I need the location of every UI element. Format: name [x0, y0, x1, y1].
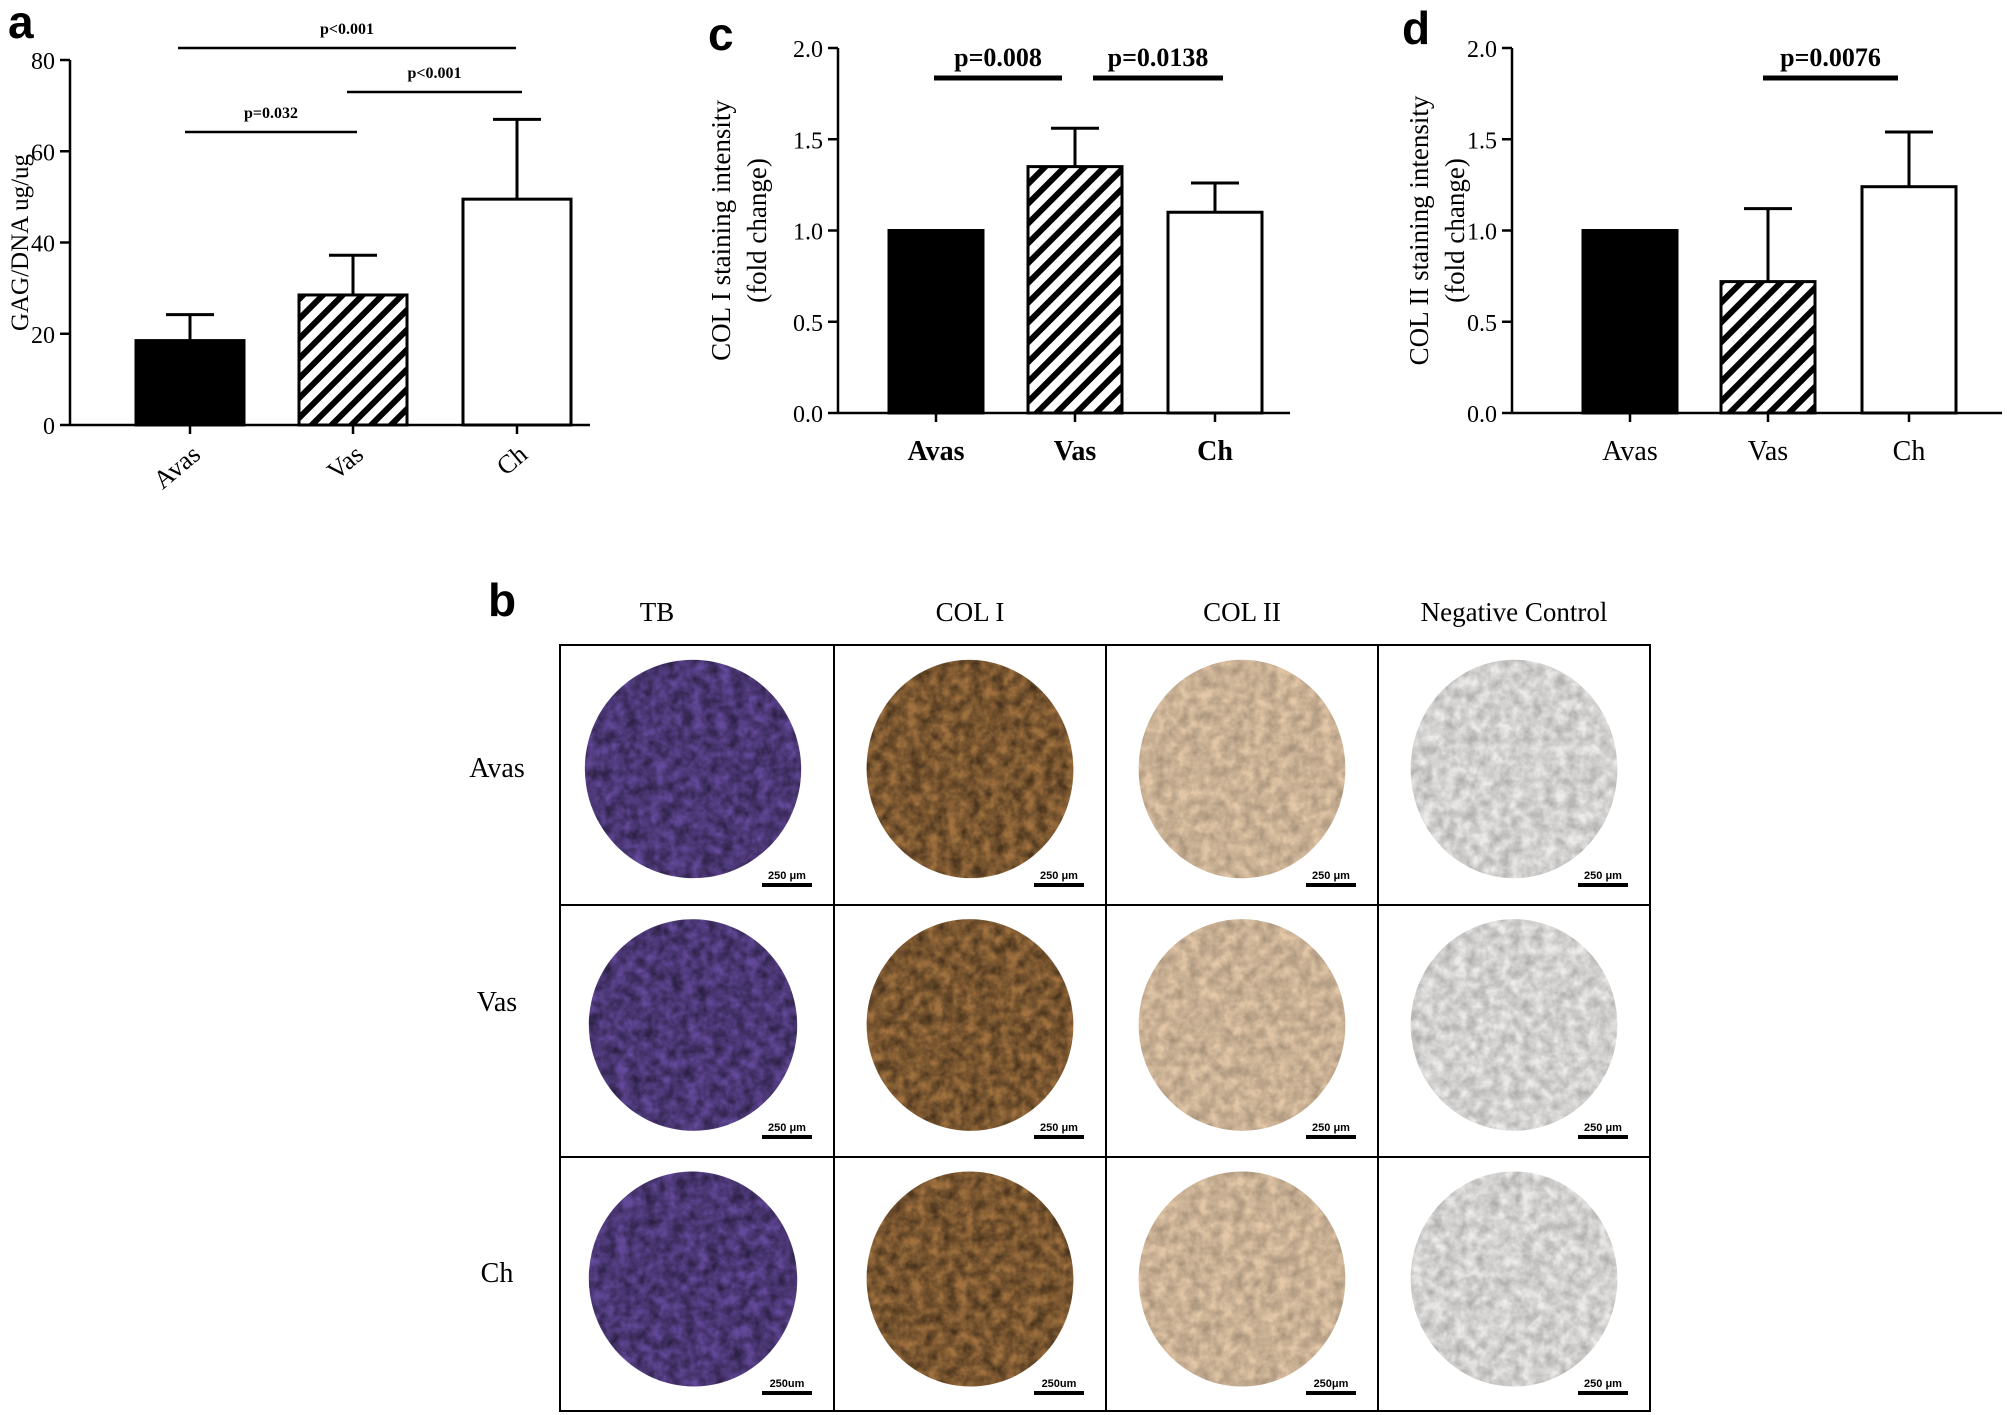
- y-tick-label: 80: [31, 49, 55, 75]
- scale-bar-label: 250um: [770, 1378, 805, 1390]
- bar-avas: [887, 229, 985, 415]
- tissue-texture: [866, 1171, 1074, 1387]
- x-category-label: Ch: [1893, 436, 1926, 467]
- tissue-texture: [1138, 659, 1346, 879]
- tissue-texture: [1410, 919, 1618, 1131]
- tissue-section-cell: 250 μm: [1410, 1171, 1628, 1395]
- bar-vas: [297, 293, 409, 427]
- bar-ch: [1166, 210, 1264, 415]
- y-tick-label: 1.5: [793, 128, 823, 154]
- y-axis-label-line: (fold change): [742, 158, 772, 303]
- row-header: Ch: [481, 1258, 514, 1289]
- x-category-label: Vas: [1054, 436, 1097, 467]
- y-tick-label: 0.0: [1467, 402, 1497, 428]
- row-header: Avas: [469, 753, 524, 784]
- column-header: TB: [640, 597, 675, 627]
- y-tick-label: 0.5: [793, 311, 823, 337]
- significance-label: p=0.0076: [1780, 43, 1881, 72]
- scale-bar-label: 250 μm: [1584, 1122, 1622, 1134]
- y-tick-label: 0.5: [1467, 311, 1497, 337]
- bar-avas: [134, 339, 246, 427]
- scale-bar-label: 250 μm: [1584, 870, 1622, 882]
- tissue-texture: [1138, 1171, 1346, 1387]
- chart-c-col1-intensity: 0.0 0.5 1.0 1.5 2.0 COL I staining intensity(…: [706, 37, 1290, 467]
- y-tick-label: 1.0: [793, 220, 823, 246]
- tissue-texture: [1410, 659, 1618, 879]
- tissue-texture: [1138, 919, 1346, 1131]
- y-axis-label-line: COL II staining intensity: [1404, 95, 1434, 365]
- tissue-section-cell: 250 μm: [1138, 919, 1356, 1139]
- tissue-section-cell: 250 μm: [1138, 659, 1356, 887]
- x-category-label: Ch: [1197, 436, 1233, 467]
- tissue-texture: [588, 1171, 798, 1387]
- row-header: Vas: [477, 987, 517, 1018]
- panel-letter-c: c: [708, 8, 734, 60]
- tissue-texture: [588, 919, 798, 1131]
- y-axis-label-line: (fold change): [1440, 158, 1470, 303]
- tissue-section-cell: 250 μm: [588, 919, 812, 1139]
- scale-bar-label: 250 μm: [1312, 870, 1350, 882]
- tissue-section-cell: 250 μm: [866, 659, 1084, 887]
- panel-letter-a: a: [8, 0, 34, 48]
- y-tick-label: 60: [31, 140, 55, 166]
- column-header: Negative Control: [1421, 597, 1608, 627]
- tissue-section-cell: 250um: [588, 1171, 812, 1395]
- tissue-section-cell: 250um: [866, 1171, 1084, 1395]
- bar-ch: [461, 197, 573, 427]
- y-axis-label-line: COL I staining intensity: [706, 100, 736, 361]
- column-header: COL I: [936, 597, 1005, 627]
- histology-grid: TB COL I COL II Negative Control Avas Vas Ch 25…: [469, 597, 1651, 1412]
- bar-avas: [1581, 229, 1679, 415]
- scale-bar-label: 250 μm: [1584, 1378, 1622, 1390]
- y-tick-label: 0.0: [793, 402, 823, 428]
- scale-bar-label: 250μm: [1314, 1378, 1349, 1390]
- tissue-texture: [866, 659, 1074, 879]
- scale-bar-label: 250 μm: [1312, 1122, 1350, 1134]
- significance-label: p=0.032: [244, 105, 298, 122]
- tissue-section-cell: 250 μm: [866, 919, 1084, 1139]
- scale-bar-label: 250 μm: [768, 870, 806, 882]
- scale-bar-label: 250 μm: [768, 1122, 806, 1134]
- x-category-label: Avas: [148, 439, 206, 494]
- scale-bar-label: 250 μm: [1040, 1122, 1078, 1134]
- y-tick-label: 1.0: [1467, 220, 1497, 246]
- y-axis-label: GAG/DNA ug/ug: [7, 153, 34, 331]
- bar-vas: [1026, 165, 1124, 415]
- significance-label: p<0.001: [407, 65, 461, 82]
- significance-label: p=0.008: [954, 43, 1042, 72]
- tissue-section-cell: 250 μm: [584, 659, 812, 887]
- significance-label: p<0.001: [320, 21, 374, 38]
- y-tick-label: 0: [43, 414, 55, 440]
- x-category-label: Vas: [321, 439, 368, 485]
- y-tick-label: 2.0: [1467, 37, 1497, 63]
- column-header: COL II: [1203, 597, 1281, 627]
- tissue-section-cell: 250 μm: [1410, 919, 1628, 1139]
- scale-bar-label: 250 μm: [1040, 870, 1078, 882]
- y-tick-label: 40: [31, 232, 55, 258]
- tissue-texture: [1410, 1171, 1618, 1387]
- y-tick-label: 1.5: [1467, 128, 1497, 154]
- bar-ch: [1860, 185, 1958, 415]
- panel-letter-d: d: [1402, 2, 1430, 54]
- scale-bar-label: 250um: [1042, 1378, 1077, 1390]
- chart-a-gag-dna: 0 20 40 60 80 GAG/DNA ug/ug Avas Vas Ch p=0.032 p<…: [7, 21, 590, 495]
- x-category-label: Ch: [491, 439, 533, 481]
- x-category-label: Avas: [1602, 436, 1657, 467]
- tissue-texture: [866, 919, 1074, 1131]
- x-category-label: Vas: [1748, 436, 1788, 467]
- panel-letter-b: b: [488, 574, 516, 626]
- x-category-label: Avas: [907, 436, 964, 467]
- bar-vas: [1719, 280, 1817, 415]
- tissue-section-cell: 250μm: [1138, 1171, 1356, 1395]
- chart-d-col2-intensity: 0.0 0.5 1.0 1.5 2.0 COL II staining intensity…: [1404, 37, 2002, 467]
- y-tick-label: 2.0: [793, 37, 823, 63]
- significance-label: p=0.0138: [1108, 43, 1209, 72]
- y-tick-label: 20: [31, 323, 55, 349]
- tissue-texture: [584, 659, 802, 879]
- tissue-section-cell: 250 μm: [1410, 659, 1628, 887]
